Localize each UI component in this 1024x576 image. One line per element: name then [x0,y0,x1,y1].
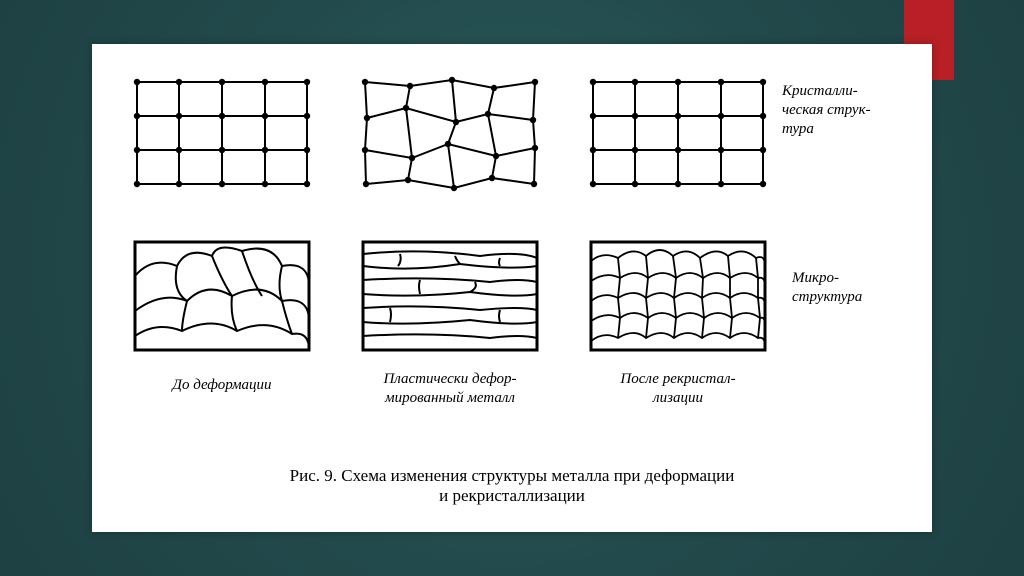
panel-lattice-after [588,72,768,192]
panel-micro-after [588,236,768,356]
col-label-text: лизации [653,390,703,406]
panel-lattice-before [132,72,312,192]
row-label-text: тура [782,121,814,137]
col-label-text: До деформации [172,377,271,393]
row-label-text: ческая струк- [782,102,871,118]
col-label-1: До деформации [132,376,312,395]
figure-caption: Рис. 9. Схема изменения структуры металл… [92,466,932,506]
panel-micro-deformed [360,236,540,356]
row-label-text: Кристалли- [782,83,858,99]
panel-lattice-deformed [360,72,540,192]
col-label-text: После рекристал- [620,371,735,387]
figure-sheet: Кристалли- ческая струк- тура [92,44,932,532]
panel-micro-before [132,236,312,356]
caption-line: Рис. 9. Схема изменения структуры металл… [290,466,735,485]
col-label-2: Пластически дефор- мированный металл [350,370,550,408]
row-label-text: структура [792,289,862,305]
caption-line: и рекристаллизации [439,486,585,505]
col-label-text: мированный металл [385,390,515,406]
row-label-text: Микро- [792,270,839,286]
row-label-crystal: Кристалли- ческая струк- тура [782,82,871,138]
col-label-text: Пластически дефор- [383,371,516,387]
col-label-3: После рекристал- лизации [578,370,778,408]
row-label-micro: Микро- структура [792,269,862,307]
